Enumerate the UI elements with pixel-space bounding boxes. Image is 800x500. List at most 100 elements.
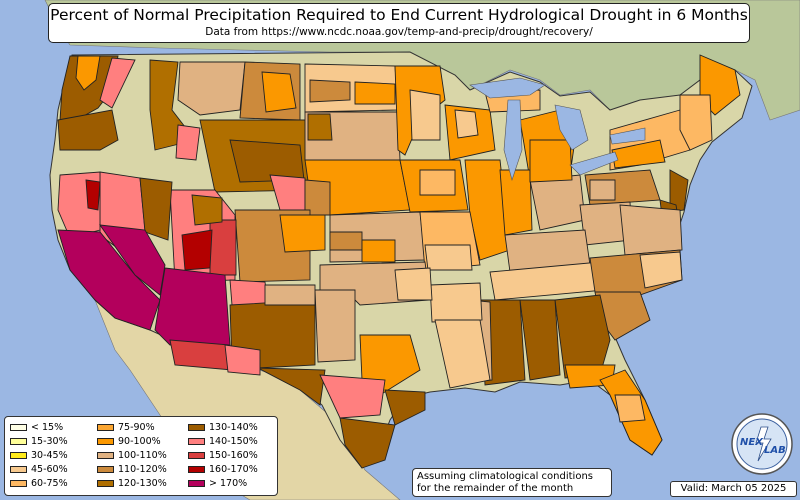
valid-date: Valid: March 05 2025	[670, 481, 797, 497]
legend-swatch	[97, 438, 114, 445]
region-montana-west	[177, 61, 246, 116]
region-indiana	[499, 169, 533, 236]
legend-label: 120-130%	[118, 478, 167, 489]
region-louisiana	[434, 319, 491, 389]
legend-swatch	[10, 424, 27, 431]
legend-label: 130-140%	[209, 422, 258, 433]
region-missouri-south	[424, 244, 473, 271]
legend-item: 140-150%	[188, 436, 258, 447]
title-box: Percent of Normal Precipitation Required…	[48, 3, 750, 43]
legend-label: 150-160%	[209, 450, 258, 461]
region-arkansas	[429, 282, 483, 323]
region-texas-east	[384, 389, 426, 426]
region-iowa-mid	[419, 169, 456, 196]
region-california-south	[57, 229, 161, 331]
legend-swatch	[10, 452, 27, 459]
region-florida-north	[614, 394, 646, 423]
lake-erie	[569, 151, 619, 176]
legend-label: 75-90%	[118, 422, 155, 433]
region-washington-east	[99, 57, 136, 109]
region-new-mexico-east	[264, 284, 316, 306]
legend-swatch	[188, 424, 205, 431]
region-texas-panhandle	[314, 289, 356, 363]
legend-label: 100-110%	[118, 450, 167, 461]
region-nc-east	[639, 251, 683, 289]
legend-label: < 15%	[31, 422, 64, 433]
legend-item: 45-60%	[10, 464, 68, 475]
region-arizona	[154, 267, 231, 346]
region-virginia	[619, 204, 683, 256]
region-new-york-mid	[611, 139, 666, 169]
lake-ontario	[609, 127, 646, 145]
legend-label: 140-150%	[209, 436, 258, 447]
map-title: Percent of Normal Precipitation Required…	[50, 6, 748, 24]
region-utah-mid	[209, 219, 237, 276]
legend-swatch	[188, 466, 205, 473]
region-new-mexico-north	[229, 279, 269, 306]
legend-label: 90-100%	[118, 436, 161, 447]
lake-huron	[554, 104, 589, 151]
legend-swatch	[10, 466, 27, 473]
logo-text-lab: LAB	[764, 445, 786, 456]
legend-label: 160-170%	[209, 464, 258, 475]
legend-item: 120-130%	[97, 478, 167, 489]
legend-label: 15-30%	[31, 436, 68, 447]
region-arizona-south	[169, 339, 233, 371]
region-illinois	[464, 159, 511, 261]
legend-item: 30-45%	[10, 450, 68, 461]
region-utah-west	[191, 194, 223, 226]
legend-item: 15-30%	[10, 436, 68, 447]
assumption-note: Assuming climatological conditions for t…	[412, 468, 612, 497]
region-texas-west	[257, 367, 326, 406]
legend-item: < 15%	[10, 422, 63, 433]
region-sd-west	[307, 113, 333, 141]
legend-swatch	[188, 452, 205, 459]
note-line-1: Assuming climatological conditions	[417, 471, 593, 482]
region-michigan-south	[529, 139, 573, 183]
region-new-jersey	[669, 169, 689, 213]
legend-item: 110-120%	[97, 464, 167, 475]
legend-item: > 170%	[188, 478, 247, 489]
region-alabama	[519, 299, 561, 381]
legend-label: > 170%	[209, 478, 248, 489]
legend: < 15% 15-30% 30-45% 45-60% 60-75% 75-90%…	[4, 416, 278, 496]
region-texas-south	[339, 417, 396, 469]
legend-label: 60-75%	[31, 478, 68, 489]
legend-item: 60-75%	[10, 478, 68, 489]
drought-regions	[57, 54, 741, 469]
region-pa-west	[589, 179, 616, 201]
legend-label: 30-45%	[31, 450, 68, 461]
legend-swatch	[97, 452, 114, 459]
great-lakes	[469, 77, 646, 182]
legend-item: 100-110%	[97, 450, 167, 461]
legend-swatch	[97, 466, 114, 473]
lake-michigan	[503, 99, 523, 182]
legend-swatch	[188, 480, 205, 487]
legend-swatch	[10, 480, 27, 487]
logo-globe	[736, 418, 788, 470]
region-georgia	[554, 294, 611, 379]
region-new-england	[679, 94, 713, 151]
legend-swatch	[10, 438, 27, 445]
legend-swatch	[97, 424, 114, 431]
region-nevada-east	[139, 177, 173, 241]
region-colorado-east	[279, 214, 326, 253]
legend-label: 45-60%	[31, 464, 68, 475]
map-subtitle: Data from https://www.ncdc.noaa.gov/temp…	[205, 26, 593, 38]
region-montana-se	[261, 71, 297, 113]
legend-item: 160-170%	[188, 464, 258, 475]
region-kansas-mid	[329, 231, 363, 251]
legend-swatch	[97, 480, 114, 487]
note-line-2: for the remainder of the month	[417, 483, 574, 494]
region-california-ne	[85, 179, 101, 211]
logo-lightning-icon	[755, 426, 772, 462]
region-ohio	[529, 174, 586, 231]
lake-superior	[469, 77, 546, 99]
legend-item: 90-100%	[97, 436, 161, 447]
region-nevada-south	[99, 224, 166, 296]
legend-swatch	[188, 438, 205, 445]
region-idaho-south	[175, 124, 201, 161]
legend-label: 110-120%	[118, 464, 167, 475]
region-north-cascades	[75, 55, 101, 91]
